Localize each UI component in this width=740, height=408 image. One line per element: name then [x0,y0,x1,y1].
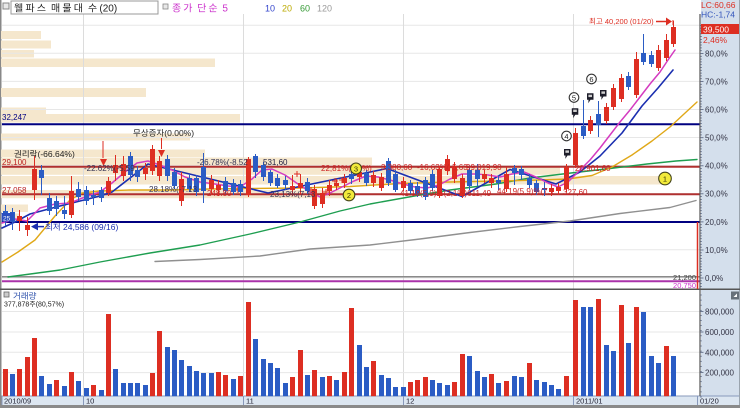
svg-text:40,0%: 40,0% [705,162,728,171]
svg-text:22,81%(: 22,81%( [321,164,351,173]
svg-text:-16,63%(-5,63: -16,63%(-5,63 [417,163,468,172]
svg-text:30,0%: 30,0% [705,190,728,199]
svg-text:327,60: 327,60 [563,188,588,197]
svg-text:70,0%: 70,0% [705,77,728,86]
svg-text:0,0%: 0,0% [705,274,723,283]
svg-text:5: 5 [222,4,228,15]
svg-text:200,000: 200,000 [705,369,734,378]
svg-text:6: 6 [589,75,593,84]
svg-text:29,100: 29,100 [2,158,27,167]
svg-text:1: 1 [663,174,667,183]
svg-text:20,0%: 20,0% [705,218,728,227]
svg-text:23,13%(7,13: 23,13%(7,13 [270,190,316,199]
svg-text:39,500: 39,500 [703,25,729,35]
svg-text:(80,57%): (80,57%) [36,302,64,309]
svg-text:531,60: 531,60 [263,158,288,167]
svg-text:3: 3 [354,164,358,173]
svg-text:20,901,60: 20,901,60 [575,164,611,173]
svg-text:-26.78%(-8.52: -26.78%(-8.52 [197,158,248,167]
svg-text:377,878: 377,878 [4,302,29,309]
svg-text:5: 5 [572,93,576,102]
svg-text:11: 11 [246,397,254,406]
svg-text:2,46%: 2,46% [703,35,728,45]
svg-text:(-66.64%): (-66.64%) [38,149,75,159]
svg-text:27,058: 27,058 [2,186,27,195]
svg-text:400,000: 400,000 [705,348,734,357]
svg-text:25: 25 [3,216,11,223]
svg-text:4: 4 [564,132,568,141]
svg-text:20: 20 [282,4,292,14]
svg-text:120: 120 [317,4,332,14]
svg-text:2011/01: 2011/01 [576,397,603,406]
svg-text:3,380,60: 3,380,60 [381,163,413,172]
svg-text:HC:-1,74: HC:-1,74 [701,10,735,20]
svg-text:800,000: 800,000 [705,308,734,317]
svg-text:LC:60,66: LC:60,66 [701,0,736,10]
svg-text:248.80: 248.80 [207,189,232,198]
svg-text:-22.62%(-5.59: -22.62%(-5.59 [84,164,135,173]
svg-text:(20): (20) [99,4,117,15]
svg-text:%): %) [362,164,372,173]
svg-text:40,200 (01/20): 40,200 (01/20) [605,17,654,26]
svg-text:80,0%: 80,0% [705,49,728,58]
svg-text:44,19(5,9)%(7,1: 44,19(5,9)%(7,1 [497,187,555,196]
svg-text:41,19(5,9)%(2,1%)611,49: 41,19(5,9)%(2,1%)611,49 [400,189,492,198]
svg-text:50,0%: 50,0% [705,134,728,143]
svg-text:60: 60 [300,4,310,14]
svg-text:60,0%: 60,0% [705,106,728,115]
svg-text:24,586 (09/16): 24,586 (09/16) [63,222,118,232]
svg-text:10: 10 [265,4,275,14]
svg-text:99,019,90: 99,019,90 [466,163,502,172]
svg-text:10: 10 [86,397,94,406]
svg-text:(0.00%): (0.00%) [164,128,194,138]
svg-text:20,750: 20,750 [673,281,696,290]
svg-text:28.18%(-7.13: 28.18%(-7.13 [149,185,198,194]
svg-text:2010/09: 2010/09 [4,397,31,406]
svg-text:01/20: 01/20 [700,397,719,406]
svg-text:600,000: 600,000 [705,328,734,337]
svg-text:10,0%: 10,0% [705,246,728,255]
svg-text:12: 12 [406,397,414,406]
svg-text:2: 2 [347,191,351,200]
svg-text:32,247: 32,247 [2,113,27,122]
svg-text:21,200: 21,200 [673,273,696,282]
